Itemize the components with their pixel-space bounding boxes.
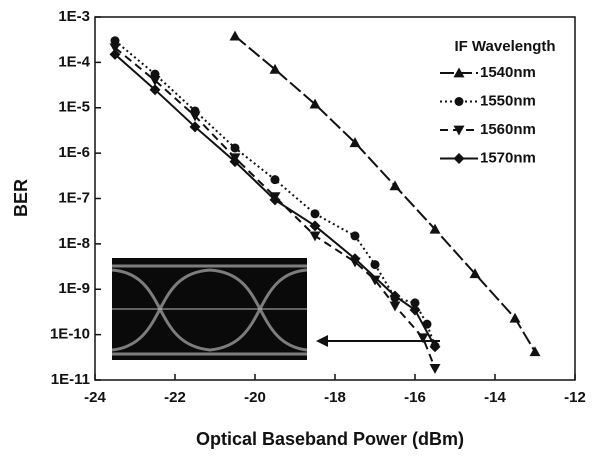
legend-marker xyxy=(454,153,465,164)
legend-label: 1570nm xyxy=(480,149,536,166)
marker xyxy=(430,341,441,352)
y-tick-label: 1E-4 xyxy=(58,53,90,70)
marker xyxy=(371,260,380,269)
y-tick-label: 1E-7 xyxy=(58,189,90,206)
x-tick-label: -12 xyxy=(564,389,586,406)
y-tick-label: 1E-10 xyxy=(50,326,90,343)
x-tick-label: -24 xyxy=(84,389,106,406)
x-tick-label: -22 xyxy=(164,389,186,406)
marker xyxy=(231,143,240,152)
y-tick-label: 1E-3 xyxy=(58,8,90,25)
y-tick-label: 1E-8 xyxy=(58,235,90,252)
marker xyxy=(390,180,401,190)
marker xyxy=(510,313,521,323)
arrow-head xyxy=(316,335,328,347)
y-tick-label: 1E-9 xyxy=(58,280,90,297)
marker xyxy=(310,231,321,241)
marker xyxy=(351,231,360,240)
x-tick-label: -16 xyxy=(404,389,426,406)
marker xyxy=(311,209,320,218)
legend-marker xyxy=(455,97,464,106)
marker xyxy=(230,31,241,41)
y-tick-label: 1E-6 xyxy=(58,144,90,161)
x-axis-label: Optical Baseband Power (dBm) xyxy=(196,429,464,449)
legend-title: IF Wavelength xyxy=(454,38,555,55)
chart: Optical Baseband Power (dBm) BER IF Wave… xyxy=(0,0,592,459)
legend-label: 1560nm xyxy=(480,121,536,138)
y-axis-label: BER xyxy=(11,179,31,217)
marker xyxy=(271,175,280,184)
y-tick-label: 1E-11 xyxy=(51,371,90,388)
marker xyxy=(390,301,401,311)
marker xyxy=(530,346,541,356)
eye-diagram-inset xyxy=(112,258,307,360)
marker xyxy=(430,364,441,374)
legend-label: 1540nm xyxy=(480,64,536,81)
x-tick-label: -20 xyxy=(244,389,266,406)
x-tick-label: -18 xyxy=(324,389,346,406)
legend-label: 1550nm xyxy=(480,92,536,109)
x-tick-label: -14 xyxy=(484,389,506,406)
y-tick-label: 1E-5 xyxy=(58,99,90,116)
